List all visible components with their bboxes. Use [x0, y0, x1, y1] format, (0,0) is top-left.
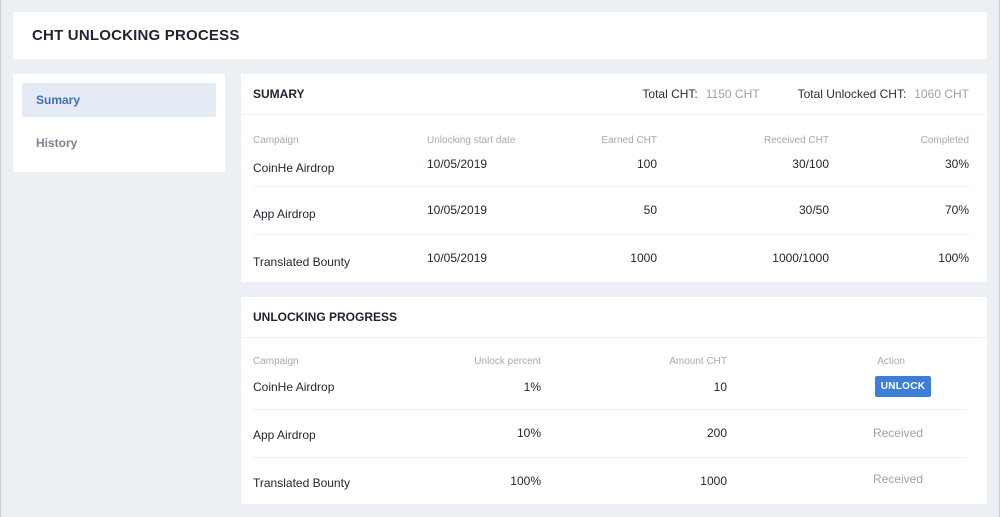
sidebar-item-history[interactable]: History [22, 126, 216, 160]
column-header: Campaign [253, 135, 299, 146]
unlock-percent-cell: 1% [523, 380, 541, 394]
start-date-cell: 10/05/2019 [427, 157, 488, 171]
received-cell: 30/100 [792, 157, 829, 171]
unlock-percent-cell: 100% [510, 474, 541, 488]
sidebar: Sumary History [13, 74, 225, 172]
received-cell: 1000/1000 [772, 251, 829, 265]
table-row: App Airdrop 10/05/2019 50 30/50 70% [253, 187, 969, 235]
totals: Total CHT: 1150 CHT Total Unlocked CHT: … [642, 87, 969, 101]
campaign-cell: Translated Bounty [253, 255, 350, 269]
table-row: Translated Bounty 10/05/2019 1000 1000/1… [253, 235, 969, 283]
progress-table-header: Campaign Unlock percent Amount CHT Actio… [253, 338, 969, 368]
summary-header: SUMARY Total CHT: 1150 CHT Total Unlocke… [241, 74, 987, 115]
campaign-cell: CoinHe Airdrop [253, 161, 335, 175]
completed-cell: 70% [944, 203, 969, 217]
sidebar-item-label: History [36, 136, 78, 150]
sidebar-item-summary[interactable]: Sumary [22, 83, 216, 117]
amount-cell: 1000 [700, 474, 727, 488]
column-header: Unlocking start date [427, 135, 516, 146]
start-date-cell: 10/05/2019 [427, 251, 488, 265]
table-row: CoinHe Airdrop 1% 10 UNLOCK [253, 368, 969, 410]
start-date-cell: 10/05/2019 [427, 203, 488, 217]
completed-cell: 30% [944, 157, 969, 171]
received-status: Received [872, 472, 923, 486]
progress-title: UNLOCKING PROGRESS [253, 310, 398, 324]
campaign-cell: App Airdrop [253, 428, 316, 442]
summary-card: SUMARY Total CHT: 1150 CHT Total Unlocke… [241, 74, 987, 282]
column-header: Unlock percent [474, 356, 541, 367]
earned-cell: 100 [636, 157, 657, 171]
page-header: CHT UNLOCKING PROCESS [13, 12, 987, 59]
completed-cell: 100% [938, 251, 969, 265]
campaign-cell: App Airdrop [253, 207, 316, 221]
summary-table-header: Campaign Unlocking start date Earned CHT… [253, 115, 969, 146]
amount-cell: 200 [706, 426, 727, 440]
progress-header: UNLOCKING PROGRESS [241, 297, 987, 338]
page-title: CHT UNLOCKING PROCESS [32, 27, 240, 44]
unlock-percent-cell: 10% [516, 426, 541, 440]
column-header: Completed [920, 135, 969, 146]
total-unlocked-label: Total Unlocked CHT: [797, 87, 907, 101]
column-header: Action [877, 356, 905, 367]
received-status: Received [872, 426, 923, 440]
column-header: Received CHT [763, 135, 829, 146]
total-unlocked-value: 1060 CHT [914, 87, 969, 101]
column-header: Campaign [253, 356, 299, 367]
amount-cell: 10 [713, 380, 727, 394]
column-header: Earned CHT [601, 135, 657, 146]
earned-cell: 1000 [630, 251, 657, 265]
earned-cell: 50 [643, 203, 657, 217]
table-row: App Airdrop 10% 200 Received [253, 410, 969, 458]
unlocking-progress-card: UNLOCKING PROGRESS Campaign Unlock perce… [241, 297, 987, 504]
campaign-cell: Translated Bounty [253, 476, 350, 490]
total-cht-label: Total CHT: [642, 87, 698, 101]
table-row: Translated Bounty 100% 1000 Received [253, 458, 969, 506]
campaign-cell: CoinHe Airdrop [253, 380, 335, 394]
summary-title: SUMARY [253, 87, 305, 101]
received-cell: 30/50 [798, 203, 829, 217]
total-cht-value: 1150 CHT [705, 87, 760, 101]
column-header: Amount CHT [669, 356, 727, 367]
unlock-button[interactable]: UNLOCK [875, 376, 931, 397]
table-row: CoinHe Airdrop 10/05/2019 100 30/100 30% [253, 145, 969, 187]
sidebar-item-label: Sumary [36, 93, 81, 107]
